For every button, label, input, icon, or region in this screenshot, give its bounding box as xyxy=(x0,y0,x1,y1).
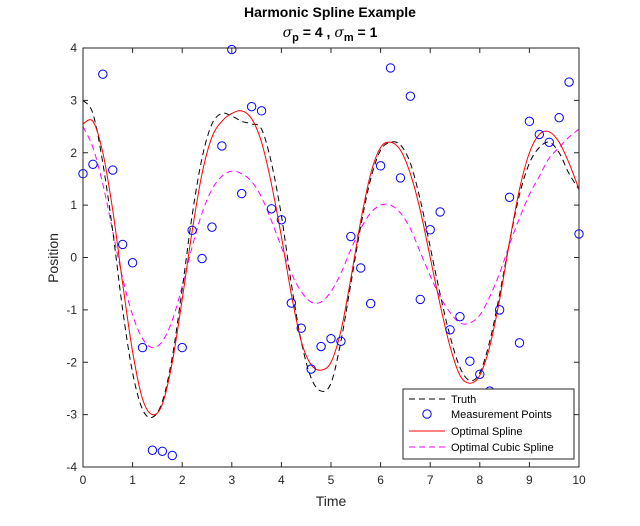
sigma-p-subscript: p xyxy=(292,32,299,44)
measurement-point xyxy=(534,129,545,140)
ticks-layer: 0 1 2 3 4 5 6 7 8 9 10 -4 -3 -2 -1 0 1 2 3 4 xyxy=(66,41,586,487)
x-tick-label: 7 xyxy=(427,473,434,487)
measurement-point xyxy=(425,225,435,235)
y-tick-label: 0 xyxy=(70,251,77,265)
measurement-point xyxy=(356,263,366,273)
series-line-optimal-spline xyxy=(83,110,579,416)
measurement-point xyxy=(326,333,336,344)
sigma-m-subscript: m xyxy=(344,32,354,44)
measurement-point xyxy=(217,141,227,151)
y-tick-label: 1 xyxy=(70,198,77,212)
y-tick-label: -3 xyxy=(66,408,77,422)
measurement-point xyxy=(554,112,564,123)
measurement-point xyxy=(306,364,316,374)
x-tick-label: 8 xyxy=(476,473,483,487)
measurement-point xyxy=(197,253,207,264)
measurement-point xyxy=(207,222,217,232)
chart-subtitle: σp = 4 , σm = 1 xyxy=(283,24,378,44)
measurement-point xyxy=(445,325,455,335)
series-layer xyxy=(83,100,579,419)
measurement-point xyxy=(365,298,376,309)
measurement-point xyxy=(544,137,554,147)
measurement-point xyxy=(177,342,187,353)
measurement-point xyxy=(455,311,465,322)
legend: Truth Measurement Points Optimal Spline … xyxy=(402,388,575,460)
measurement-point xyxy=(346,231,356,242)
y-tick-label: 2 xyxy=(70,146,77,160)
measurement-point xyxy=(246,101,257,112)
measurement-point xyxy=(237,188,247,199)
measurement-point xyxy=(465,356,475,366)
measurement-point xyxy=(564,77,574,87)
x-tick-label: 1 xyxy=(129,473,136,487)
legend-truth-label: Truth xyxy=(451,394,476,406)
measurement-point xyxy=(504,192,515,202)
legend-cubic-spline-label: Optimal Cubic Spline xyxy=(451,442,554,454)
x-tick-label: 4 xyxy=(278,473,285,487)
scatter-layer xyxy=(78,44,584,461)
measurement-point xyxy=(167,450,177,461)
measurement-point xyxy=(108,165,118,175)
x-tick-label: 9 xyxy=(526,473,533,487)
chart-title: Harmonic Spline Example xyxy=(244,4,416,20)
measurement-point xyxy=(375,161,386,171)
measurement-point xyxy=(405,91,416,101)
measurement-point xyxy=(88,159,98,169)
y-tick-label: -1 xyxy=(66,303,77,317)
measurement-point xyxy=(187,225,197,235)
measurement-point xyxy=(137,342,148,353)
y-tick-label: 4 xyxy=(70,41,77,55)
sigma-p-value: = 4 , xyxy=(299,24,334,40)
measurement-point xyxy=(127,258,138,268)
measurement-point xyxy=(256,106,267,116)
measurement-point xyxy=(336,336,346,346)
x-tick-label: 6 xyxy=(377,473,384,487)
x-tick-label: 10 xyxy=(572,473,586,487)
measurement-point xyxy=(276,215,287,225)
measurement-point xyxy=(147,445,158,455)
measurement-point xyxy=(227,44,237,55)
x-tick-label: 3 xyxy=(228,473,235,487)
measurement-point xyxy=(435,207,445,217)
measurement-point xyxy=(475,369,485,379)
series-line-optimal-cubic-spline xyxy=(83,126,579,349)
measurement-point xyxy=(514,338,525,348)
measurement-point xyxy=(415,294,425,305)
x-tick-label: 2 xyxy=(179,473,186,487)
measurement-point xyxy=(395,173,406,183)
sigma-p-symbol: σ xyxy=(283,25,293,41)
sigma-m-value: = 1 xyxy=(354,24,378,40)
y-tick-label: -2 xyxy=(66,355,77,369)
x-axis-title: Time xyxy=(316,493,347,509)
measurement-point xyxy=(494,305,505,315)
measurement-point xyxy=(98,69,108,79)
measurement-point xyxy=(385,63,396,73)
y-axis-title: Position xyxy=(45,233,61,283)
measurement-point xyxy=(524,116,535,127)
legend-measurement-swatch xyxy=(422,409,432,419)
series-line-truth xyxy=(83,100,579,419)
legend-optimal-spline-label: Optimal Spline xyxy=(451,426,523,438)
measurement-point xyxy=(296,323,306,333)
measurement-point xyxy=(286,298,297,308)
y-tick-label: 3 xyxy=(70,93,77,107)
measurement-point xyxy=(117,239,128,250)
measurement-point xyxy=(157,446,168,456)
x-tick-label: 0 xyxy=(80,473,87,487)
sigma-m-symbol: σ xyxy=(334,25,344,41)
measurement-point xyxy=(316,341,326,352)
legend-measurement-label: Measurement Points xyxy=(451,409,552,421)
measurement-point xyxy=(266,204,277,214)
x-tick-label: 5 xyxy=(328,473,335,487)
y-tick-label: -4 xyxy=(66,460,77,474)
